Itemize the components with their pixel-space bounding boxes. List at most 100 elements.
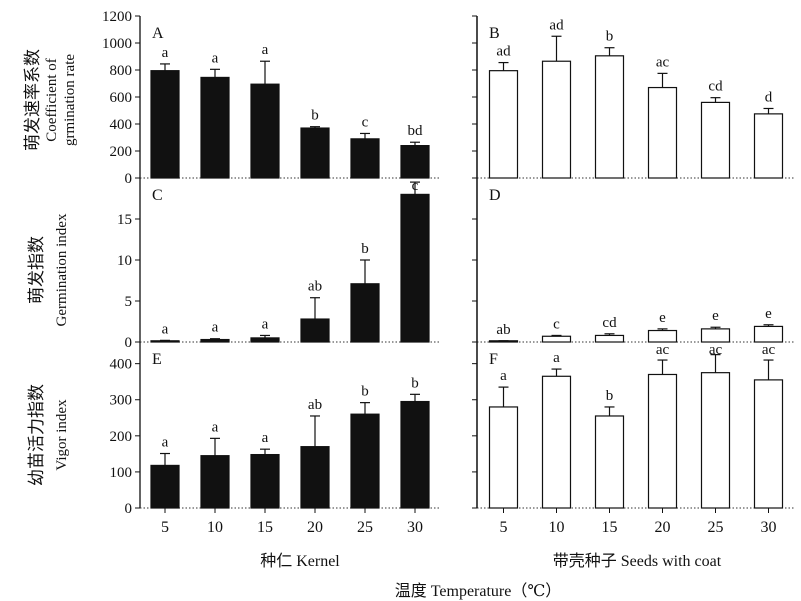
y-tick-label: 100 [110,465,133,481]
panel-letter: B [489,25,500,42]
y-label-en-row3: Vigor index [54,399,70,471]
y-tick-label: 400 [110,357,133,373]
bar [150,464,180,509]
significance-label: d [765,89,773,105]
significance-label: a [553,350,560,366]
significance-label: a [162,435,169,451]
significance-label: a [162,321,169,337]
bar [250,83,280,179]
bar [647,86,678,179]
significance-label: ab [308,397,322,413]
x-tick-label: 15 [602,519,618,536]
x-tick-label: 10 [549,519,565,536]
y-tick-label: 5 [125,294,133,310]
bar [250,453,280,509]
bar [753,325,784,343]
significance-label: e [712,308,719,324]
bar [541,60,572,179]
significance-label: c [412,178,419,194]
x-tick-label: 25 [708,519,724,536]
x-tick-label: 30 [407,519,423,536]
y-label-en-row1-line2: grmination rate [62,54,78,146]
significance-label: a [212,50,219,66]
bar [400,400,430,509]
bar [350,138,380,179]
bar [200,455,230,509]
bar [700,328,731,343]
bar [488,70,519,179]
bar [647,373,678,509]
bar [200,76,230,179]
panel-A: 0 200 400 600 800 1000 1200 Aa a a b c bd [102,9,440,187]
significance-label: ac [762,342,776,358]
bar [647,329,678,343]
x-group-label-left: 种仁 Kernel [260,552,340,570]
panel-letter: D [489,187,501,204]
x-tick-label: 25 [357,519,373,536]
significance-label: b [411,375,419,391]
significance-label: ad [496,44,511,60]
bar [300,446,330,509]
bar [594,55,625,179]
panel-letter: F [489,351,498,368]
significance-label: ab [308,279,322,295]
significance-label: b [606,29,614,45]
panel-letter: A [152,25,164,42]
y-label-cn-row1: 萌发速率系数 [23,49,42,151]
bar [200,338,230,343]
bar [753,113,784,179]
significance-label: c [362,114,369,130]
panel-D: Dab c cd e e e [472,178,795,343]
y-tick-label: 200 [110,144,133,160]
y-tick-label: 0 [125,501,133,517]
significance-label: cd [602,315,617,331]
significance-label: c [553,316,560,332]
y-label-en-row1-line1: Coefficient of [44,58,60,141]
significance-label: b [361,384,369,400]
x-axis-title: 温度 Temperature（℃） [395,582,562,600]
y-tick-label: 15 [117,212,132,228]
y-tick-label: 800 [110,63,133,79]
bar [753,379,784,509]
significance-label: ac [656,342,670,358]
bar [150,340,180,343]
bar [594,334,625,343]
significance-label: b [361,241,369,257]
y-tick-label: 10 [117,253,132,269]
significance-label: bd [408,123,424,139]
bar [400,145,430,179]
bar [150,70,180,179]
significance-label: a [262,42,269,58]
significance-label: b [606,388,614,404]
panel-letter: E [152,351,162,368]
y-label-cn-row3: 幼苗活力指数 [27,384,46,486]
bar [541,335,572,343]
panel-E: 0 100 200 300 400 Ea a a ab b b 5 10 15 20 25 30 [110,342,440,536]
y-tick-label: 600 [110,90,133,106]
significance-label: ac [709,342,723,358]
panel-C: 0 5 10 15 Ca a a ab b c [117,178,440,351]
significance-label: e [659,310,666,326]
x-tick-label: 15 [257,519,273,536]
x-tick-label: 20 [655,519,671,536]
bar [350,283,380,343]
y-tick-label: 1000 [102,36,132,52]
bar [300,318,330,343]
significance-label: ad [549,17,564,33]
y-tick-label: 300 [110,393,133,409]
significance-label: cd [708,79,723,95]
significance-label: a [262,430,269,446]
x-tick-label: 30 [761,519,777,536]
y-tick-label: 400 [110,117,133,133]
bar [250,337,280,343]
y-tick-label: 0 [125,171,133,187]
bar [488,406,519,509]
bar [594,415,625,509]
x-tick-label: 5 [161,519,169,536]
bar [700,101,731,179]
significance-label: a [212,320,219,336]
y-label-cn-row2: 萌发指数 [27,236,46,304]
bar [350,413,380,509]
y-tick-label: 200 [110,429,133,445]
